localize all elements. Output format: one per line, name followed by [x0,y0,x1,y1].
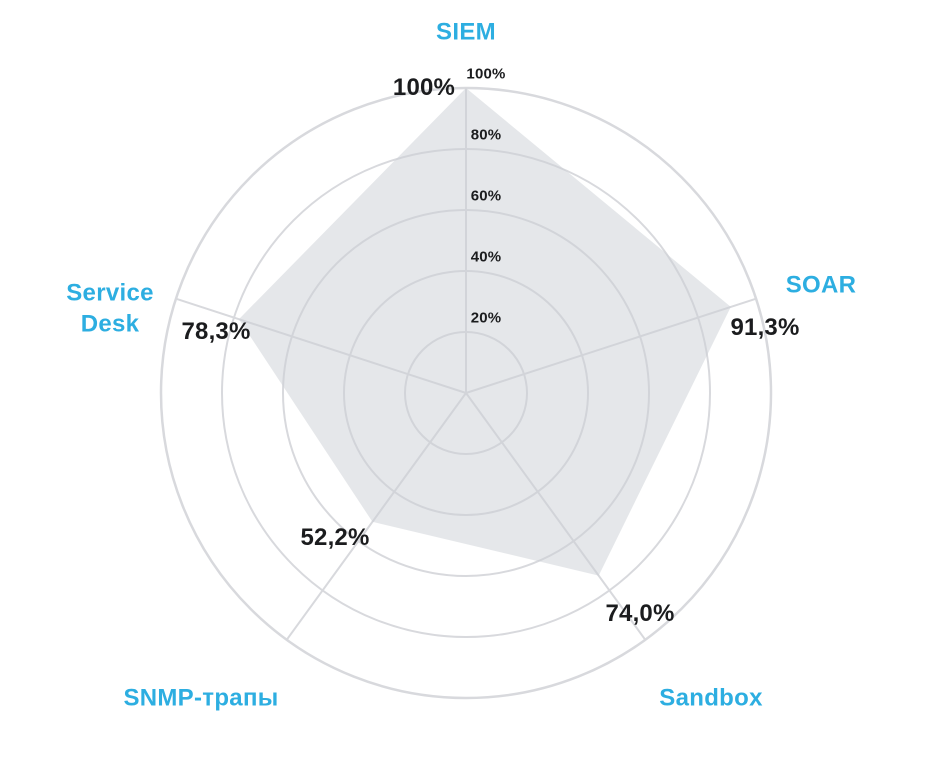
data-polygon [238,88,731,576]
data-series [238,88,731,576]
